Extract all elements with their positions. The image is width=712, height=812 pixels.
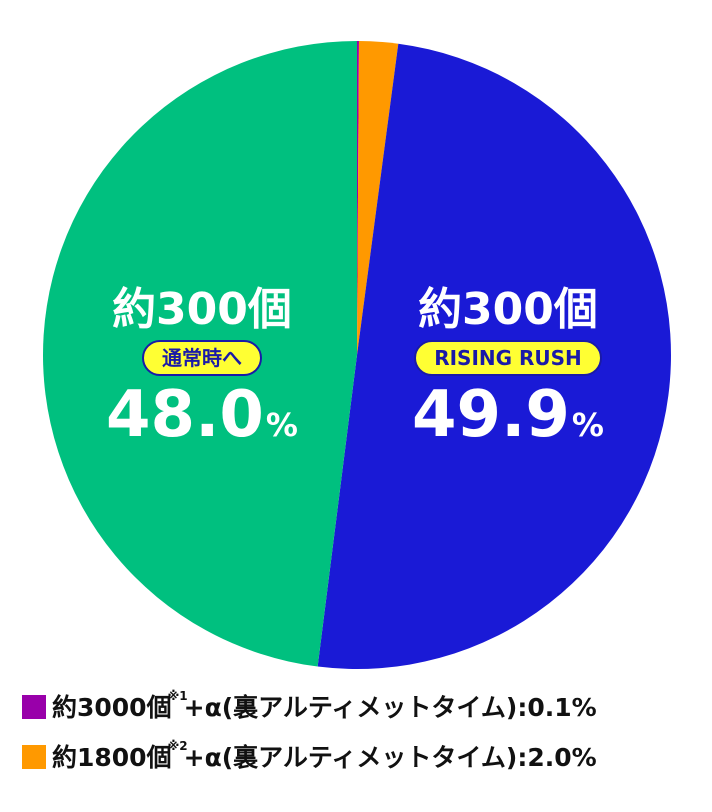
callout-normal: 約300個 通常時へ 48.0%: [72, 284, 332, 462]
callout-rush-percent: 49.9%: [412, 378, 604, 452]
callout-normal-prize: 約300個: [112, 284, 292, 335]
legend-prefix: 約3000: [52, 693, 147, 722]
legend-swatch-purple: [22, 695, 46, 719]
pie-slice-1: [357, 41, 399, 356]
legend-unit: 個: [146, 743, 172, 772]
callout-rush: 約300個 RISING RUSH 49.9%: [378, 284, 638, 462]
legend-suffix: +α(裏アルティメットタイム):2.0%: [183, 743, 597, 772]
legend-unit: 個: [146, 693, 172, 722]
pie-slice-0: [357, 41, 359, 355]
legend-item-3000: 約3000個※1+α(裏アルティメットタイム):0.1%: [22, 688, 597, 724]
legend-item-1800: 約1800個※2+α(裏アルティメットタイム):2.0%: [22, 738, 597, 774]
legend-note: ※1: [167, 689, 188, 703]
callout-rush-prize: 約300個: [418, 284, 598, 335]
legend-note: ※2: [167, 739, 188, 753]
callout-normal-percent: 48.0%: [106, 378, 298, 452]
callout-normal-route-badge: 通常時へ: [142, 340, 262, 376]
legend-suffix: +α(裏アルティメットタイム):0.1%: [183, 693, 597, 722]
legend-swatch-orange: [22, 745, 46, 769]
legend-prefix: 約1800: [52, 743, 147, 772]
callout-rush-route-badge: RISING RUSH: [414, 340, 602, 376]
